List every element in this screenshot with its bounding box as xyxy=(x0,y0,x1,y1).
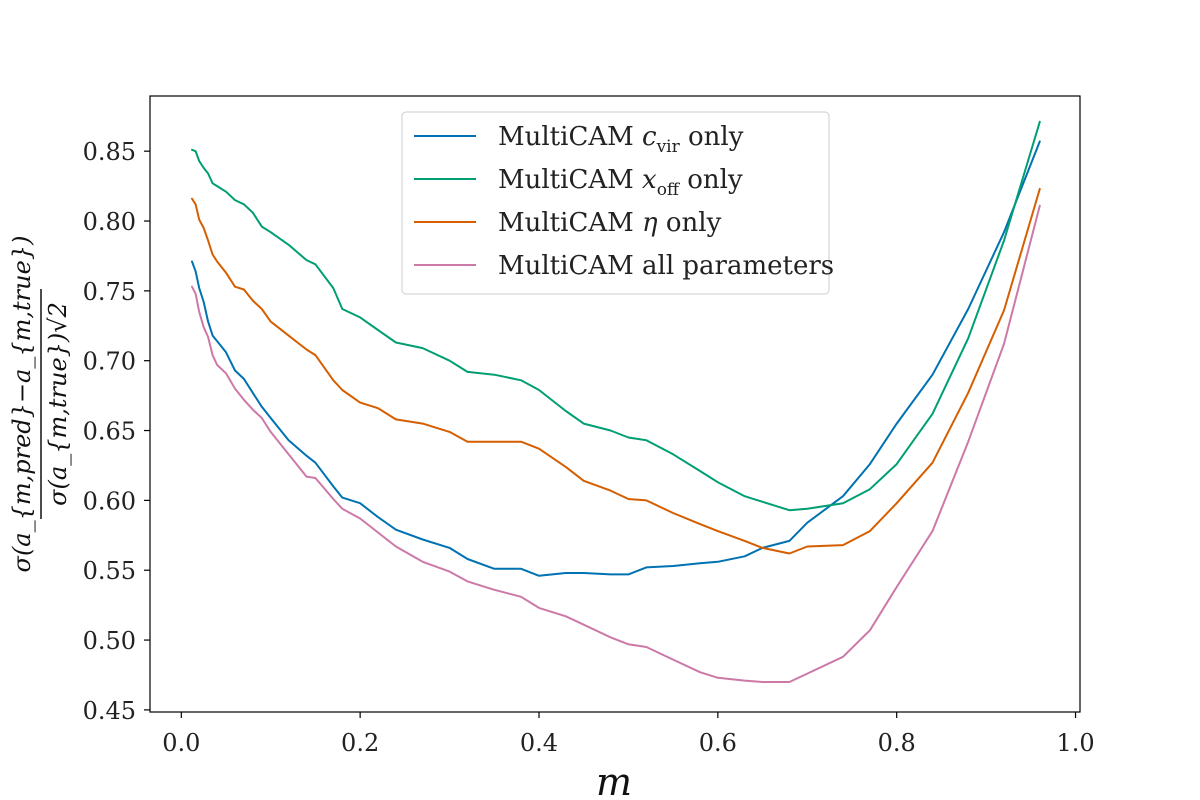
plot-area xyxy=(149,95,1081,713)
series-line-2 xyxy=(191,120,1041,512)
series-layer xyxy=(191,120,1041,683)
series-line-1 xyxy=(191,140,1041,577)
legend-label-4: MultiCAM all parameters xyxy=(498,251,834,281)
y-axis-label: σ(a_{m,pred}−a_{m,true}) σ(a_{m,true})√2 xyxy=(8,236,72,573)
y-axis-label-numerator: σ(a_{m,pred}−a_{m,true}) xyxy=(8,236,36,573)
x-axis: 0.0 0.2 0.4 0.6 0.8 1.0 xyxy=(162,712,1095,757)
y-tick-label: 0.55 xyxy=(83,557,136,585)
series-line-4 xyxy=(191,204,1041,683)
series-line-3 xyxy=(191,187,1041,555)
y-tick-label: 0.80 xyxy=(83,208,136,236)
y-tick-label: 0.65 xyxy=(83,418,136,446)
x-axis-label: m xyxy=(596,760,632,800)
y-tick-label: 0.75 xyxy=(83,278,136,306)
y-tick-label: 0.85 xyxy=(83,138,136,166)
legend-items: MultiCAM cvir only MultiCAM xoff only Mult… xyxy=(414,122,834,281)
y-tick-label: 0.70 xyxy=(83,348,136,376)
legend-label-2: MultiCAM xoff only xyxy=(498,165,743,200)
legend: MultiCAM cvir only MultiCAM xoff only Mult… xyxy=(401,111,834,295)
y-tick-label: 0.60 xyxy=(83,487,136,515)
legend-label-3: MultiCAM η only xyxy=(498,208,722,238)
x-tick-label: 0.2 xyxy=(341,729,379,757)
y-tick-label: 0.50 xyxy=(83,627,136,655)
y-axis: 0.45 0.50 0.55 0.60 0.65 0.70 0.75 0.80 0.85 xyxy=(83,138,150,725)
x-tick-label: 1.0 xyxy=(1056,729,1094,757)
x-tick-label: 0.8 xyxy=(878,729,916,757)
y-tick-label: 0.45 xyxy=(83,697,136,725)
legend-frame xyxy=(401,111,830,295)
x-tick-label: 0.4 xyxy=(520,729,558,757)
y-axis-label-denominator: σ(a_{m,true})√2 xyxy=(44,302,72,506)
legend-label-1: MultiCAM cvir only xyxy=(498,122,744,157)
x-tick-label: 0.0 xyxy=(162,729,200,757)
plot-frame xyxy=(149,95,1081,713)
x-tick-label: 0.6 xyxy=(699,729,737,757)
